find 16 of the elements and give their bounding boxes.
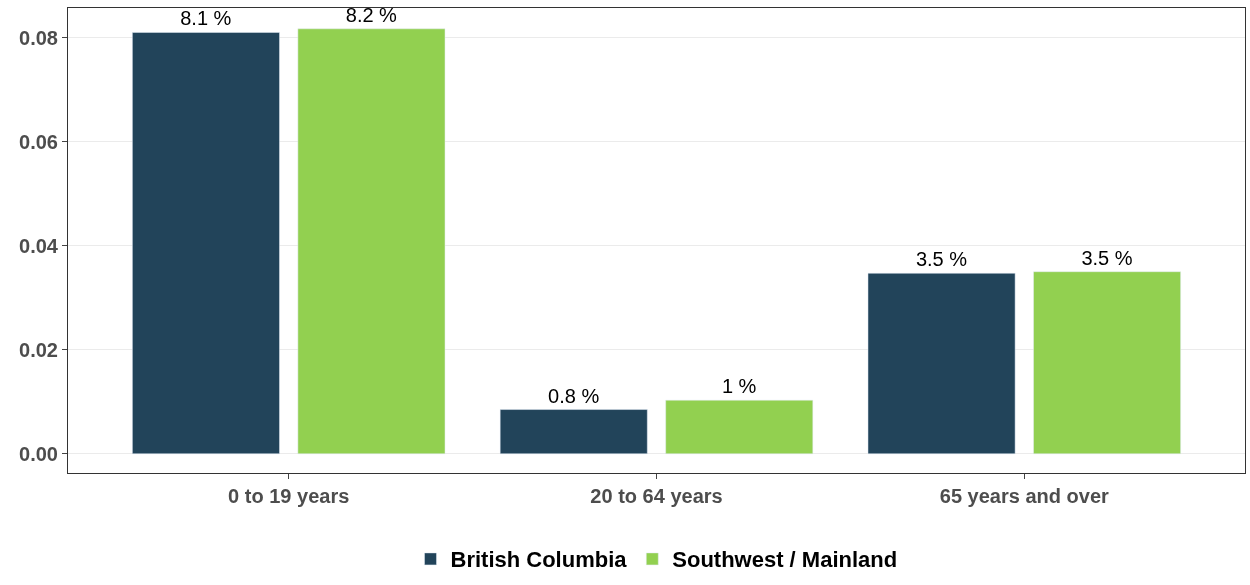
y-tick-label: 0.00 xyxy=(19,442,58,465)
data-label: 3.5 % xyxy=(915,248,968,271)
data-label: 3.5 % xyxy=(1081,246,1133,269)
y-tick-label: 0.08 xyxy=(19,26,58,49)
x-tick-label: 65 years and over xyxy=(939,485,1110,507)
data-label: 1 % xyxy=(721,375,757,398)
y-tick-label: 0.06 xyxy=(19,130,58,153)
x-tick-label: 20 to 64 years xyxy=(590,485,723,507)
data-label: 0.8 % xyxy=(548,384,600,407)
data-label: 8.2 % xyxy=(345,3,398,26)
x-tick-label: 0 to 19 years xyxy=(228,485,350,507)
legend-label: Southwest / Mainland xyxy=(672,547,898,573)
legend-label: British Columbia xyxy=(450,547,628,573)
y-tick-label: 0.04 xyxy=(19,234,59,257)
y-tick-label: 0.02 xyxy=(19,338,58,361)
data-label: 8.1 % xyxy=(180,7,232,30)
